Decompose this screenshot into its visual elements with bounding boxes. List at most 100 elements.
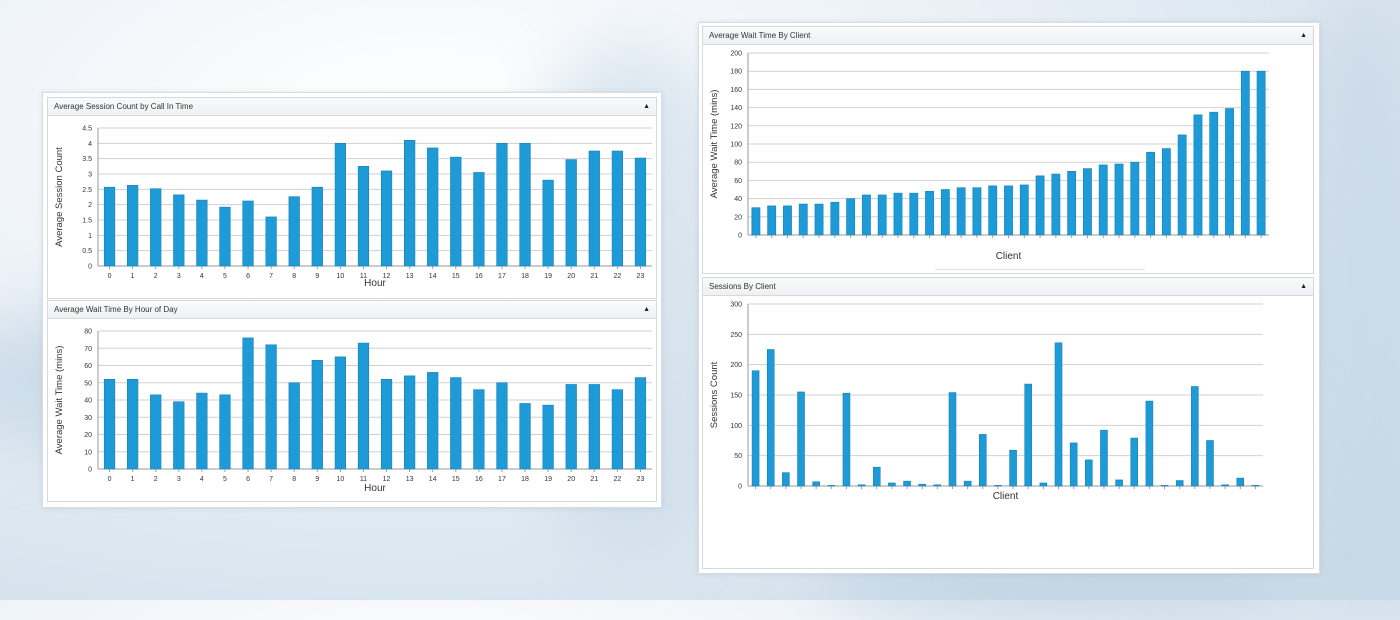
bar <box>242 337 254 470</box>
bar <box>450 377 462 470</box>
bar <box>357 342 370 470</box>
bar <box>1035 175 1045 236</box>
bar <box>948 392 957 487</box>
bar <box>173 401 185 470</box>
y-tick-label: 20 <box>734 214 742 221</box>
bar <box>427 147 439 267</box>
panel-header: Average Wait Time By Hour of Day ▲ <box>48 301 656 319</box>
x-tick-label: 8 <box>292 476 296 483</box>
y-tick-label: 80 <box>734 160 742 167</box>
x-tick-label: 23 <box>637 273 645 280</box>
bar <box>450 156 462 267</box>
right-dashboard-group: Average Wait Time By Client ▲ 0 20 40 60 80 1… <box>698 22 1320 574</box>
bar <box>519 143 531 267</box>
bar <box>812 481 820 487</box>
bar <box>1024 383 1033 487</box>
chart-session-count: 00.511.522.533.544.50 1 2 3 4 5 6 7 8 9 10 11 12 13 14… <box>54 126 652 289</box>
bar <box>933 484 942 487</box>
x-tick-label: 10 <box>336 273 344 280</box>
y-tick-label: 4.5 <box>82 126 92 133</box>
bar <box>565 159 577 267</box>
x-axis-title: Hour <box>364 483 386 494</box>
y-tick-label: 100 <box>730 142 742 149</box>
bar <box>611 389 623 470</box>
y-tick-label: 2.5 <box>82 187 92 194</box>
y-tick-label: 150 <box>730 393 742 400</box>
triangle-up-icon[interactable]: ▲ <box>1300 32 1307 39</box>
x-tick-label: 17 <box>498 476 506 483</box>
x-tick-label: 22 <box>613 273 621 280</box>
y-tick-label: 40 <box>84 398 92 405</box>
x-tick-label: 11 <box>360 273 367 280</box>
x-tick-label: 20 <box>567 476 575 483</box>
y-tick-label: 200 <box>730 362 742 369</box>
bar <box>830 201 840 236</box>
bar <box>127 378 139 470</box>
x-tick-label: 19 <box>544 273 552 280</box>
bar <box>877 194 887 236</box>
bar <box>588 384 600 470</box>
bar <box>1085 459 1093 487</box>
x-tick-label: 22 <box>613 476 621 483</box>
bar <box>1236 477 1245 487</box>
triangle-up-icon[interactable]: ▲ <box>643 306 650 313</box>
bar <box>127 185 139 267</box>
panel-title: Sessions By Client <box>709 282 776 291</box>
bar <box>1130 161 1140 236</box>
x-tick-label: 18 <box>521 273 529 280</box>
x-tick-label: 15 <box>452 476 460 483</box>
bar <box>519 403 531 470</box>
bar <box>972 187 982 236</box>
bar <box>994 485 1002 487</box>
y-tick-label: 1 <box>88 233 92 240</box>
bar <box>634 377 647 470</box>
bar <box>1083 168 1092 236</box>
scroll-indicator <box>935 269 1145 270</box>
bar <box>1039 482 1048 487</box>
bar <box>542 404 554 470</box>
bar <box>783 205 792 236</box>
bar <box>1067 171 1077 236</box>
bar <box>940 189 950 236</box>
left-dashboard-group: Average Session Count by Call In Time ▲ … <box>42 92 662 508</box>
bar <box>1004 185 1013 236</box>
bar <box>903 480 911 487</box>
bar <box>265 216 277 267</box>
x-tick-label: 0 <box>108 273 112 280</box>
bar <box>334 143 346 267</box>
x-axis-title: Client <box>996 251 1022 262</box>
x-tick-label: 0 <box>108 476 112 483</box>
y-axis-title: Average Session Count <box>54 147 65 247</box>
triangle-up-icon[interactable]: ▲ <box>643 103 650 110</box>
bar <box>1240 70 1250 236</box>
bar <box>814 203 824 236</box>
bar <box>798 203 808 236</box>
bar <box>767 205 777 236</box>
bar <box>588 150 600 267</box>
bar <box>1221 484 1229 487</box>
y-tick-label: 60 <box>84 363 92 370</box>
x-tick-label: 4 <box>200 476 204 483</box>
bar <box>1191 386 1199 487</box>
x-tick-label: 4 <box>200 273 204 280</box>
bar <box>888 482 896 487</box>
bar <box>150 188 162 267</box>
bar <box>1146 151 1155 236</box>
y-tick-label: 70 <box>84 346 92 353</box>
y-tick-label: 160 <box>730 87 742 94</box>
x-tick-label: 21 <box>590 476 598 483</box>
bar <box>1177 134 1187 236</box>
triangle-up-icon[interactable]: ▲ <box>1300 283 1307 290</box>
y-tick-label: 40 <box>734 196 742 203</box>
x-tick-label: 21 <box>590 273 598 280</box>
bar <box>311 360 323 470</box>
bar <box>1251 485 1260 487</box>
bar <box>1209 111 1219 236</box>
bar <box>265 344 277 470</box>
bar <box>1069 442 1078 487</box>
x-tick-label: 19 <box>544 476 552 483</box>
bar <box>427 372 439 470</box>
y-tick-label: 3 <box>88 172 92 179</box>
bar <box>988 185 998 236</box>
